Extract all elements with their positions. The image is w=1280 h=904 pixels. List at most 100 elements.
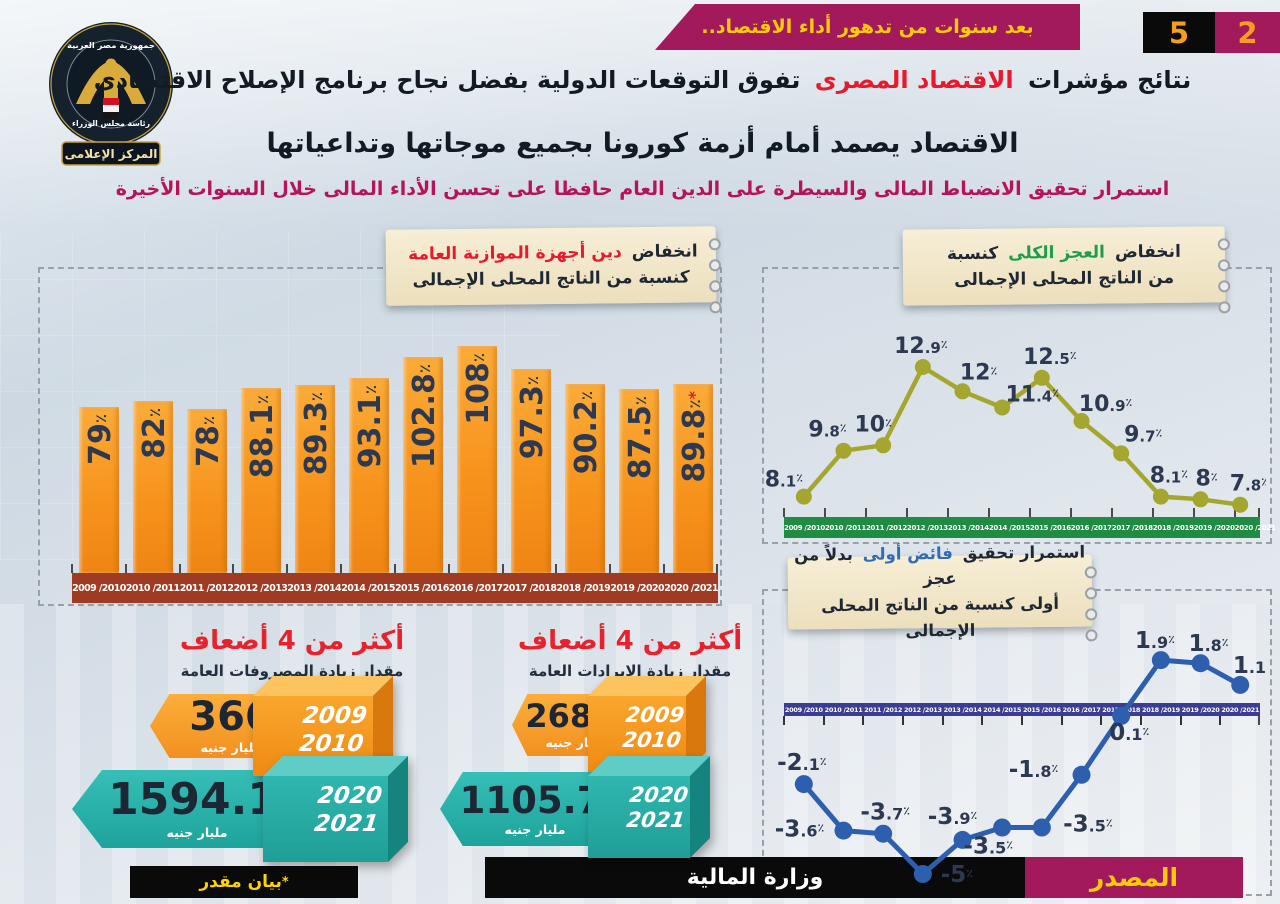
bar: 97.3٪ [511, 368, 551, 573]
data-point [1191, 654, 1210, 673]
data-point [1192, 491, 1209, 508]
source-label-box: المصدر [1025, 857, 1243, 898]
data-point [874, 824, 893, 843]
bar-value-label: 90.2٪ [569, 390, 604, 474]
data-point [1112, 706, 1131, 725]
bar: 89.8٪* [673, 384, 713, 573]
data-point [1073, 413, 1090, 429]
data-point [1151, 651, 1170, 670]
bar-title-line2: كنسبة من الناتج المحلى الإجمالى [412, 267, 690, 291]
year-cell: 2012 /2013 [232, 564, 288, 603]
bar-value-label: 78٪ [191, 416, 226, 468]
expenditures-base-years: 2009 2010 [297, 703, 369, 757]
estimated-note-text: بيان مقدر [199, 872, 282, 892]
revenues-title: أكثر من 4 أضعاف [517, 626, 743, 656]
deficit-title-black1: انخفاض [1114, 241, 1181, 263]
point-value-label: -5٪ [941, 862, 973, 888]
point-value-label: 9.7٪ [1124, 422, 1162, 447]
year-cell: 2013 /2014 [286, 564, 342, 603]
deficit-line-plot: 8.1٪9.8٪ 10٪12.9٪12٪11.4٪12.5٪10.9٪9.7٪8.… [765, 334, 1266, 513]
year-cell: 2010 /2011 [822, 703, 864, 725]
main-title-part2: تفوق التوقعات الدولية بفضل نجاح برنامج ا… [93, 66, 801, 94]
main-title-line2: الاقتصاد يصمد أمام أزمة كورونا بجميع موج… [266, 128, 1019, 159]
revenues-comparison: أكثر من 4 أضعاف مقدار زيادة الإيرادات ال… [440, 626, 770, 886]
eagle-icon [76, 58, 146, 119]
year-cell: 2017 /2018 [501, 564, 557, 603]
bar: 90.2٪ [565, 383, 605, 573]
data-point [953, 830, 972, 849]
data-point [913, 865, 932, 883]
year-cell: 2011 /2012 [178, 564, 234, 603]
year-cell: 2012 /2013 [905, 508, 948, 538]
point-value-label: -3.9٪ [928, 804, 978, 830]
deficit-chart-year-axis: 2009 /2010 2010 /2011 2011 /2012 2012 /2013… [783, 508, 1276, 538]
primary-chart-year-axis: 2009 /2010 2010 /2011 2011 /2012 2012 /2013… [783, 703, 1260, 725]
data-point [1033, 369, 1050, 386]
logo-ring-top-text: جمهورية مصر العربية [67, 41, 155, 50]
bar: 87.5٪ [619, 389, 659, 573]
point-value-label: -3.7٪ [860, 800, 910, 826]
revenues-latest-unit: مليار جنيه [504, 821, 566, 837]
budget-debt-bar-chart: 79٪ 82٪ 78٪ 88.1٪ 89.3٪ 93.1٪ 102.8٪ 108٪ 97.3٪ 9… [38, 267, 722, 606]
deficit-chart-title-box: انخفاض العجز الكلى كنسبة من الناتج المحل… [902, 226, 1231, 314]
bar-value-label: 79٪ [83, 414, 118, 466]
year-cell: 2015 /2016 [1021, 703, 1062, 725]
year-cell: 2009 /2010 [783, 508, 825, 538]
year-cell: 2016 /2017 [1069, 508, 1112, 538]
data-point [994, 399, 1011, 416]
revenues-latest-years: 2020 2021 [624, 783, 690, 833]
estimated-asterisk: * [685, 391, 704, 400]
year-cell: 2020 /2021 [1219, 703, 1260, 725]
bar-chart-title-box: انخفاض دين أجهزة الموازنة العامة كنسبة م… [385, 226, 722, 314]
subtitle: استمرار تحقيق الانضباط المالى والسيطرة ع… [115, 178, 1170, 200]
logo-ribbon [61, 141, 161, 166]
point-value-label: 7.8٪* [1230, 472, 1266, 497]
cabinet-media-center-logo: جمهورية مصر العربية رئاسة مجلس الوزراء ا… [49, 22, 173, 166]
data-point [795, 488, 812, 505]
expenditures-title: أكثر من 4 أضعاف [179, 626, 405, 656]
paper-rings-decoration [1084, 566, 1098, 642]
year-cell: 2020 /2021 [1233, 508, 1276, 538]
revenues-subtitle: مقدار زيادة الإيرادات العامة [528, 662, 732, 680]
primary-line-plot: -2.1٪ -3.6٪ -3.7٪ -5٪ -3.9٪ -3.5٪ -3.5٪ -1.8٪ 0.… [775, 628, 1266, 888]
year-cell: 2018 /2019 [1151, 508, 1194, 538]
data-point [834, 821, 853, 840]
bar: 88.1٪ [241, 388, 281, 573]
deficit-title-black2: كنسبة [946, 243, 999, 264]
point-value-label: -2.1٪ [777, 750, 827, 776]
expenditures-latest-unit: مليار جنيه [166, 825, 228, 840]
expenditures-latest-value: 1594.1* [108, 778, 286, 822]
year-cell: 2014 /2015 [981, 703, 1022, 725]
logo-ribbon-text: المركز الإعلامى [65, 147, 158, 161]
logo-ring-bottom-text: رئاسة مجلس الوزراء [72, 119, 150, 129]
year-cell: 2018 /2019 [1140, 703, 1181, 725]
point-value-label: 12.5٪ [1023, 345, 1076, 370]
bar-value-label: 89.8٪* [677, 391, 712, 483]
point-value-label: 1.8٪ [1189, 631, 1229, 657]
expenditures-base-unit: مليار جنيه [200, 740, 262, 755]
bar: 108٪ [457, 346, 497, 573]
bar-value-label: 97.3٪ [515, 375, 550, 459]
primary-chart-title-box: استمرار تحقيق فائض أولى بدلاً من عجز أول… [787, 542, 1098, 642]
bar-title-black: انخفاض [631, 241, 698, 262]
expenditures-comparison: أكثر من 4 أضعاف مقدار زيادة المصروفات ال… [72, 626, 472, 886]
year-cell: 2019 /2020 [609, 564, 665, 603]
main-title: نتائج مؤشرات الاقتصاد المصرى تفوق التوقع… [20, 66, 1265, 94]
data-point [914, 359, 931, 375]
revenues-base-years: 2009 2010 [620, 703, 686, 753]
paper-rings-decoration [1217, 238, 1231, 314]
bar: 89.3٪ [295, 385, 335, 573]
bar: 82٪ [133, 400, 173, 573]
year-cell: 2019 /2020 [1179, 703, 1221, 725]
data-point [993, 818, 1012, 837]
data-point [1152, 488, 1169, 505]
year-cell: 2011 /2012 [864, 508, 907, 538]
estimated-note-box: * بيان مقدر [130, 866, 358, 898]
point-value-label: -3.5٪ [1063, 812, 1113, 838]
year-cell: 2013 /2014 [946, 508, 989, 538]
point-value-label: 11.4٪ [1005, 383, 1058, 408]
point-value-label: 8٪ [1196, 466, 1218, 491]
top-banner-text: بعد سنوات من تدهور أداء الاقتصاد.. [701, 16, 1034, 38]
point-value-label: 1.1٪* [1233, 653, 1266, 679]
